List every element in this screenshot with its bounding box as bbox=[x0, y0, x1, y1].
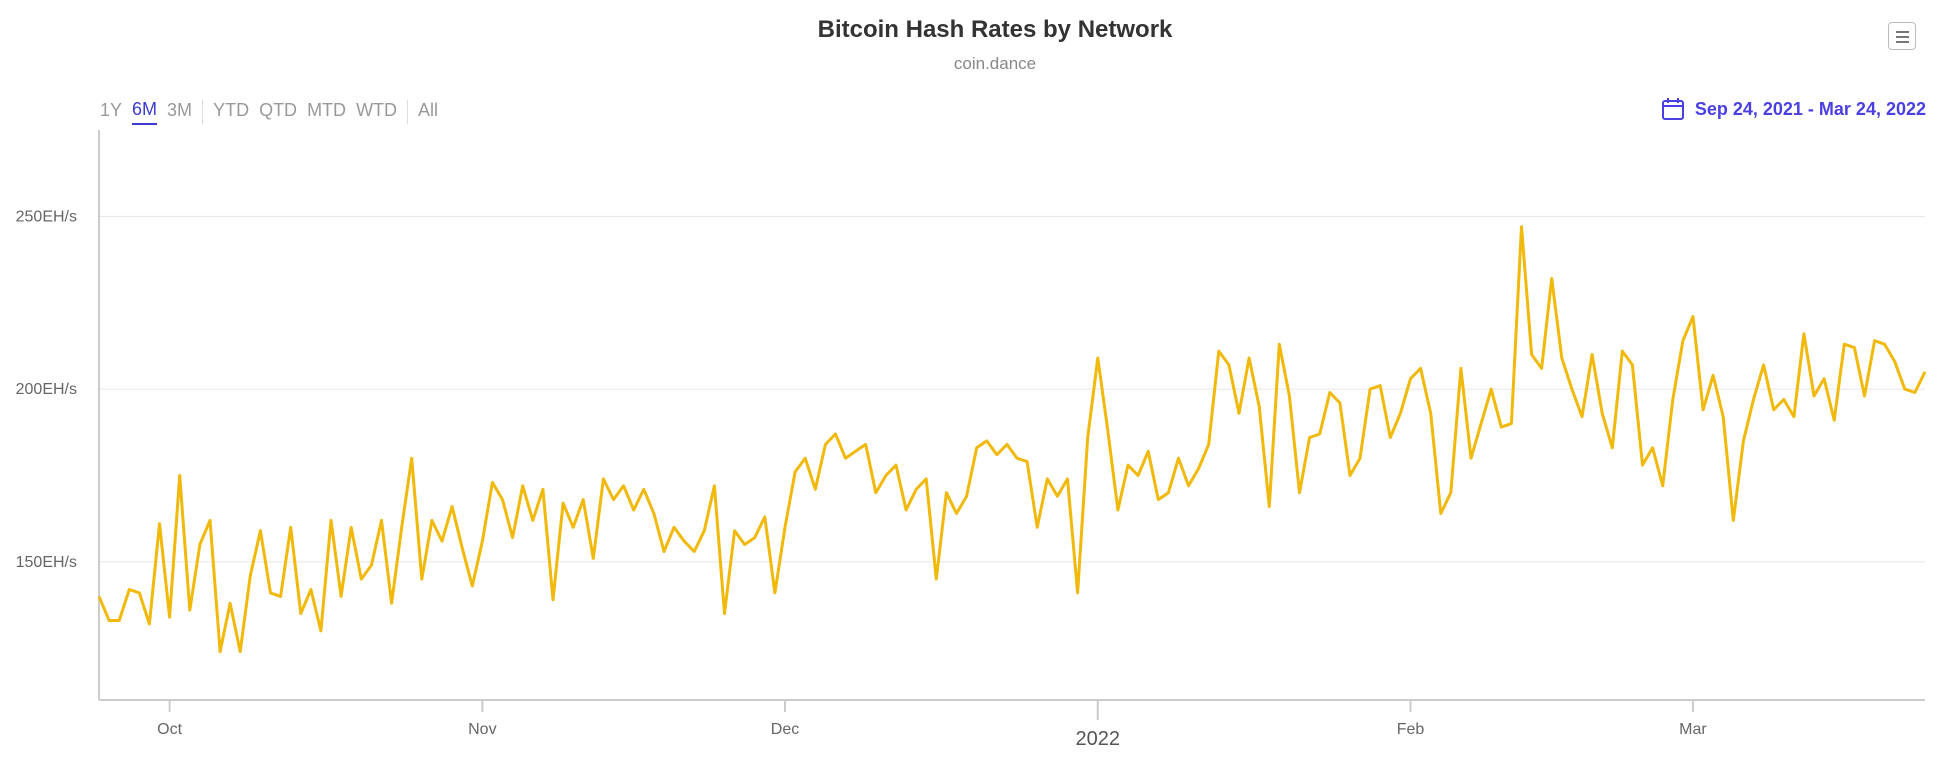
x-tick-label: Oct bbox=[157, 721, 182, 738]
range-button-6m[interactable]: 6M bbox=[132, 99, 158, 125]
range-separator bbox=[202, 100, 204, 124]
range-button-mtd[interactable]: MTD bbox=[307, 100, 347, 120]
date-range-picker[interactable]: Sep 24, 2021 - Mar 24, 2022 bbox=[1661, 97, 1926, 121]
series-line-hash-rate bbox=[97, 225, 1927, 654]
calendar-icon bbox=[1661, 98, 1684, 120]
range-selector: 1Y 6M 3M YTD QTD MTD WTD All bbox=[100, 97, 448, 127]
y-tick-label: 250EH/s bbox=[16, 208, 77, 225]
range-button-qtd[interactable]: QTD bbox=[259, 100, 298, 120]
chart-title: Bitcoin Hash Rates by Network bbox=[817, 16, 1173, 43]
y-tick-label: 200EH/s bbox=[16, 381, 77, 398]
range-separator bbox=[407, 100, 409, 124]
range-button-3m[interactable]: 3M bbox=[167, 100, 193, 120]
x-tick-label: Feb bbox=[1397, 721, 1425, 738]
x-tick-label: Mar bbox=[1679, 721, 1707, 738]
chart-subtitle: coin.dance bbox=[953, 54, 1037, 73]
date-range-label: Sep 24, 2021 - Mar 24, 2022 bbox=[1694, 98, 1926, 119]
x-tick-label: Dec bbox=[771, 721, 799, 738]
x-tick-label: 2022 bbox=[1076, 728, 1121, 750]
range-button-wtd[interactable]: WTD bbox=[356, 100, 398, 120]
range-button-all[interactable]: All bbox=[418, 100, 439, 120]
range-button-ytd[interactable]: YTD bbox=[213, 100, 250, 120]
y-tick-label: 150EH/s bbox=[16, 554, 77, 571]
x-tick-label: Nov bbox=[468, 721, 496, 738]
hamburger-menu-icon[interactable] bbox=[1888, 22, 1916, 50]
range-button-1y[interactable]: 1Y bbox=[100, 100, 123, 120]
